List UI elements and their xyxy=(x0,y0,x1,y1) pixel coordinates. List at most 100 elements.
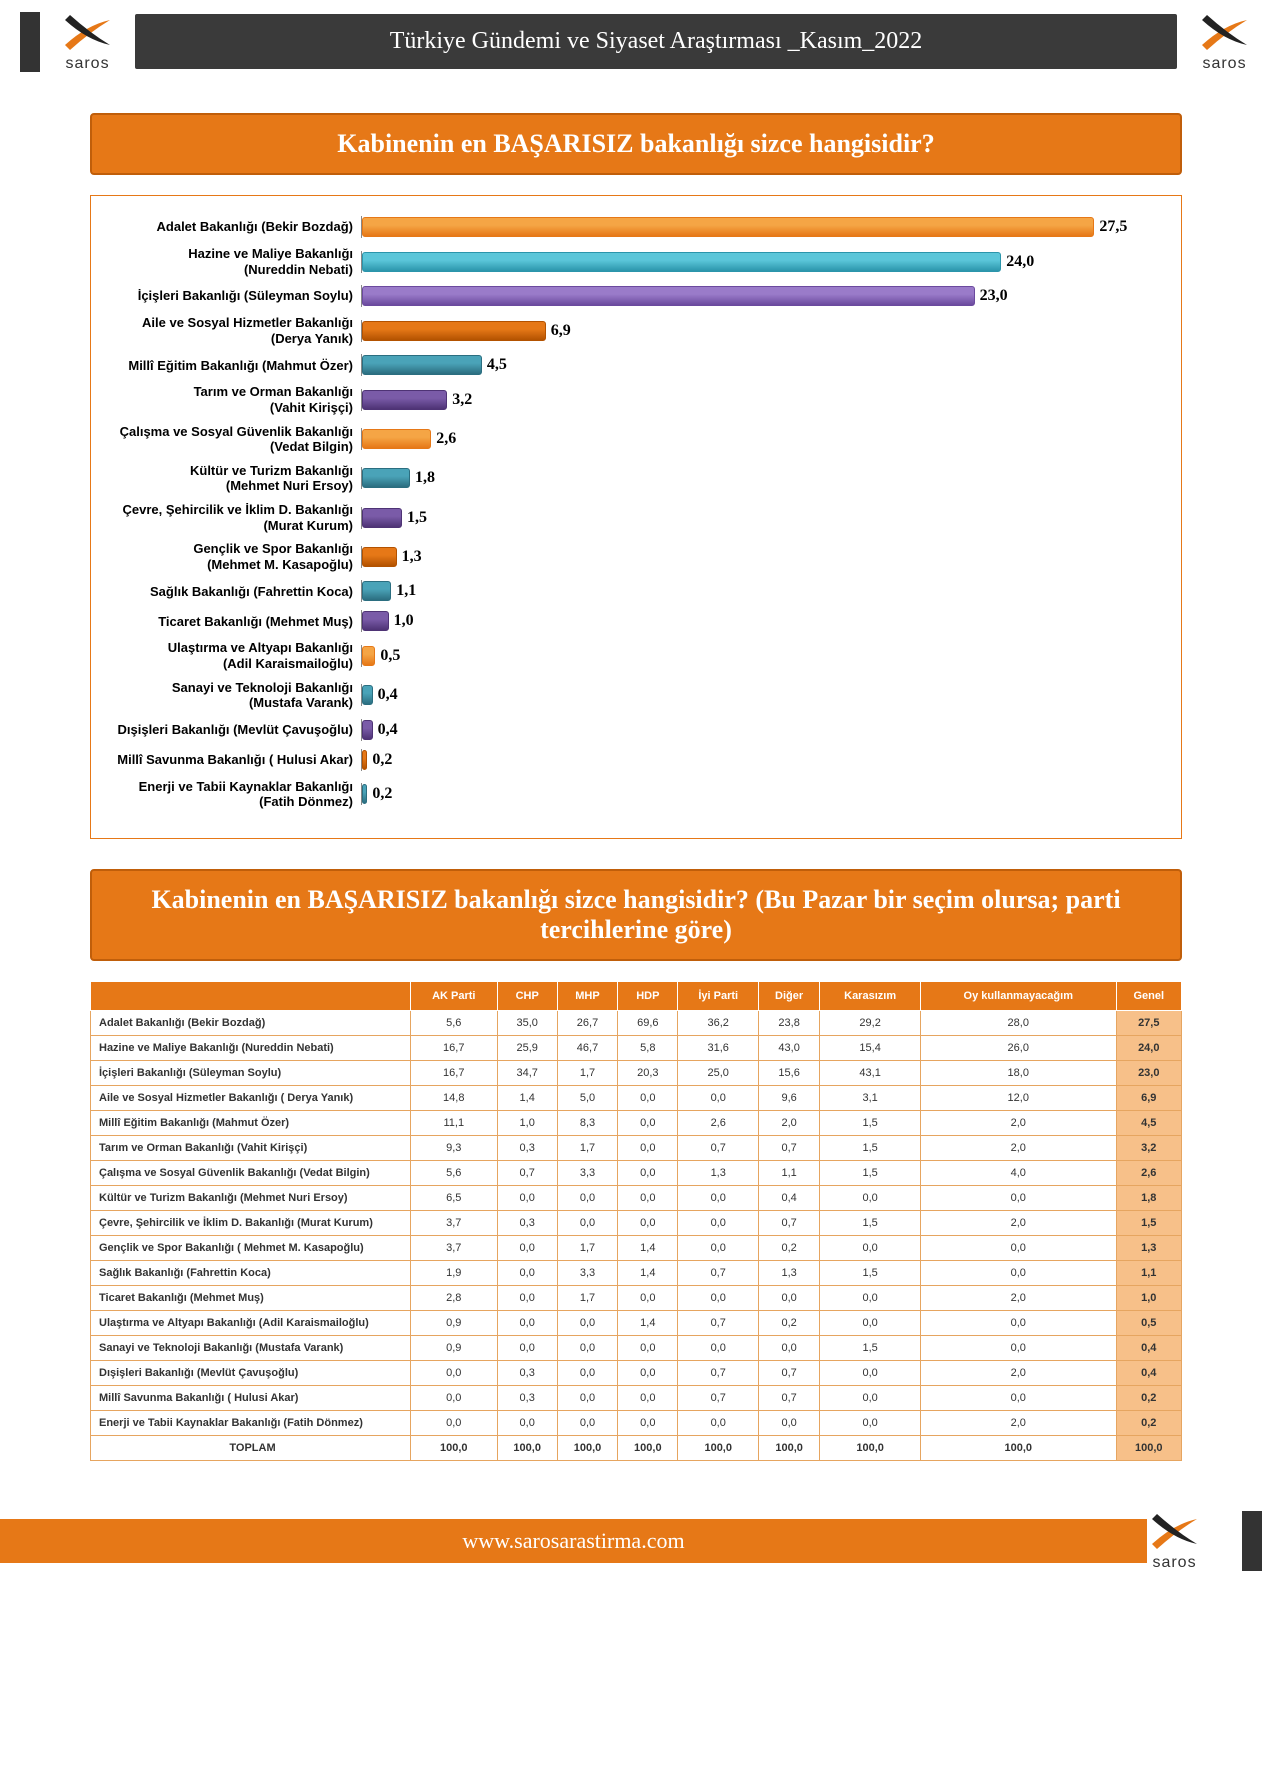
data-cell: 43,0 xyxy=(758,1035,819,1060)
row-label-cell: Kültür ve Turizm Bakanlığı (Mehmet Nuri … xyxy=(91,1185,411,1210)
data-cell: 0,0 xyxy=(820,1410,921,1435)
data-cell: 2,0 xyxy=(758,1110,819,1135)
bar-row: Sağlık Bakanlığı (Fahrettin Koca)1,1 xyxy=(101,580,1161,602)
data-cell: 1,5 xyxy=(1116,1210,1181,1235)
data-cell: 0,0 xyxy=(618,1335,678,1360)
table-row: Çalışma ve Sosyal Güvenlik Bakanlığı (Ve… xyxy=(91,1160,1182,1185)
data-cell: 1,7 xyxy=(557,1285,617,1310)
bar-fill: 0,4 xyxy=(362,720,373,740)
row-label-cell: Ulaştırma ve Altyapı Bakanlığı (Adil Kar… xyxy=(91,1310,411,1335)
table-header-cell: Karasızım xyxy=(820,981,921,1010)
data-cell: 5,8 xyxy=(618,1035,678,1060)
data-cell: 0,4 xyxy=(1116,1360,1181,1385)
data-cell: 0,0 xyxy=(618,1085,678,1110)
bar-value: 1,0 xyxy=(394,612,414,630)
table-total-row: TOPLAM100,0100,0100,0100,0100,0100,0100,… xyxy=(91,1435,1182,1460)
bar-row: Sanayi ve Teknoloji Bakanlığı(Mustafa Va… xyxy=(101,680,1161,711)
data-cell: 1,4 xyxy=(618,1260,678,1285)
data-cell: 100,0 xyxy=(758,1435,819,1460)
data-cell: 1,1 xyxy=(758,1160,819,1185)
bar-fill: 27,5 xyxy=(362,217,1094,237)
data-cell: 3,7 xyxy=(411,1235,498,1260)
table-section-title: Kabinenin en BAŞARISIZ bakanlığı sizce h… xyxy=(90,869,1182,961)
data-cell: 1,5 xyxy=(820,1335,921,1360)
table-row: Adalet Bakanlığı (Bekir Bozdağ)5,635,026… xyxy=(91,1010,1182,1035)
data-cell: 0,0 xyxy=(497,1310,557,1335)
data-cell: 0,4 xyxy=(758,1185,819,1210)
data-cell: 0,0 xyxy=(820,1185,921,1210)
data-cell: 0,7 xyxy=(758,1210,819,1235)
bar-fill: 0,2 xyxy=(362,750,367,770)
bar-fill: 1,8 xyxy=(362,468,410,488)
bar-track: 1,5 xyxy=(361,507,1161,529)
data-cell: 0,0 xyxy=(557,1360,617,1385)
bar-track: 24,0 xyxy=(361,251,1161,273)
table-header-cell: İyi Parti xyxy=(678,981,759,1010)
data-cell: 0,0 xyxy=(618,1185,678,1210)
bar-label: Çevre, Şehircilik ve İklim D. Bakanlığı(… xyxy=(101,502,361,533)
data-cell: 1,5 xyxy=(820,1135,921,1160)
bar-row: Millî Savunma Bakanlığı ( Hulusi Akar)0,… xyxy=(101,749,1161,771)
data-cell: 0,0 xyxy=(678,1335,759,1360)
bar-track: 2,6 xyxy=(361,428,1161,450)
row-label-cell: Aile ve Sosyal Hizmetler Bakanlığı ( Der… xyxy=(91,1085,411,1110)
bar-row: Çalışma ve Sosyal Güvenlik Bakanlığı(Ved… xyxy=(101,424,1161,455)
data-cell: 6,9 xyxy=(1116,1085,1181,1110)
data-cell: 5,6 xyxy=(411,1160,498,1185)
bar-track: 1,1 xyxy=(361,580,1161,602)
bar-track: 0,5 xyxy=(361,645,1161,667)
row-label-cell: TOPLAM xyxy=(91,1435,411,1460)
data-cell: 0,7 xyxy=(678,1135,759,1160)
data-cell: 1,8 xyxy=(1116,1185,1181,1210)
footer: www.sarosarastirma.com saros xyxy=(0,1501,1272,1581)
data-cell: 0,2 xyxy=(1116,1410,1181,1435)
data-cell: 0,5 xyxy=(1116,1310,1181,1335)
data-cell: 36,2 xyxy=(678,1010,759,1035)
table-row: Çevre, Şehircilik ve İklim D. Bakanlığı … xyxy=(91,1210,1182,1235)
data-cell: 0,9 xyxy=(411,1335,498,1360)
data-cell: 0,0 xyxy=(411,1410,498,1435)
data-cell: 14,8 xyxy=(411,1085,498,1110)
data-cell: 0,0 xyxy=(920,1260,1116,1285)
row-label-cell: Gençlik ve Spor Bakanlığı ( Mehmet M. Ka… xyxy=(91,1235,411,1260)
bar-value: 0,5 xyxy=(380,647,400,665)
data-cell: 0,2 xyxy=(758,1310,819,1335)
data-cell: 0,0 xyxy=(820,1385,921,1410)
data-cell: 1,1 xyxy=(1116,1260,1181,1285)
data-cell: 2,0 xyxy=(920,1410,1116,1435)
bar-track: 0,4 xyxy=(361,684,1161,706)
data-cell: 18,0 xyxy=(920,1060,1116,1085)
data-cell: 0,0 xyxy=(618,1135,678,1160)
row-label-cell: Enerji ve Tabii Kaynaklar Bakanlığı (Fat… xyxy=(91,1410,411,1435)
data-cell: 2,6 xyxy=(678,1110,759,1135)
data-cell: 100,0 xyxy=(411,1435,498,1460)
data-cell: 0,0 xyxy=(411,1385,498,1410)
data-cell: 16,7 xyxy=(411,1035,498,1060)
bar-row: Çevre, Şehircilik ve İklim D. Bakanlığı(… xyxy=(101,502,1161,533)
data-cell: 0,7 xyxy=(497,1160,557,1185)
data-cell: 0,3 xyxy=(497,1135,557,1160)
bar-track: 1,3 xyxy=(361,546,1161,568)
data-cell: 25,9 xyxy=(497,1035,557,1060)
table-row: Dışişleri Bakanlığı (Mevlüt Çavuşoğlu)0,… xyxy=(91,1360,1182,1385)
data-cell: 1,7 xyxy=(557,1060,617,1085)
table-row: Enerji ve Tabii Kaynaklar Bakanlığı (Fat… xyxy=(91,1410,1182,1435)
data-cell: 8,3 xyxy=(557,1110,617,1135)
bar-label: Sağlık Bakanlığı (Fahrettin Koca) xyxy=(101,584,361,600)
row-label-cell: İçişleri Bakanlığı (Süleyman Soylu) xyxy=(91,1060,411,1085)
data-cell: 9,6 xyxy=(758,1085,819,1110)
bar-value: 3,2 xyxy=(452,391,472,409)
bar-label: Enerji ve Tabii Kaynaklar Bakanlığı(Fati… xyxy=(101,779,361,810)
bar-label: Sanayi ve Teknoloji Bakanlığı(Mustafa Va… xyxy=(101,680,361,711)
data-cell: 12,0 xyxy=(920,1085,1116,1110)
data-cell: 43,1 xyxy=(820,1060,921,1085)
data-cell: 1,3 xyxy=(678,1160,759,1185)
data-cell: 27,5 xyxy=(1116,1010,1181,1035)
data-cell: 0,0 xyxy=(678,1285,759,1310)
data-cell: 26,7 xyxy=(557,1010,617,1035)
data-cell: 0,7 xyxy=(678,1360,759,1385)
data-cell: 0,0 xyxy=(618,1110,678,1135)
header-title: Türkiye Gündemi ve Siyaset Araştırması _… xyxy=(135,14,1177,69)
data-cell: 0,0 xyxy=(820,1310,921,1335)
data-cell: 23,8 xyxy=(758,1010,819,1035)
